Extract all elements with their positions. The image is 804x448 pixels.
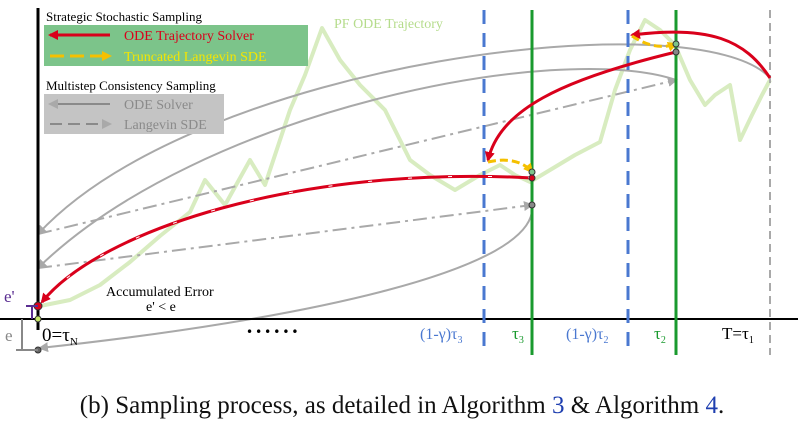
tau2-label: τ2 bbox=[654, 324, 666, 346]
legend-truncated-langevin-sde: Truncated Langevin SDE bbox=[124, 50, 267, 65]
point-tau3-red bbox=[528, 174, 536, 182]
one-minus-gamma-tau3-label: (1-γ)τ3 bbox=[420, 326, 462, 346]
legend-gray-box bbox=[44, 94, 224, 134]
caption-prefix: (b) Sampling process, as detailed in Alg… bbox=[79, 392, 552, 419]
legend-multistep-title: Multistep Consistency Sampling bbox=[46, 78, 216, 93]
red-trajectory-curve-1 bbox=[630, 29, 772, 79]
caption-middle: & Algorithm bbox=[564, 392, 706, 419]
algorithm-4-link[interactable]: 4 bbox=[705, 392, 718, 419]
red-trajectory-curve-3 bbox=[40, 174, 533, 304]
legend-ode-solver: ODE Solver bbox=[124, 98, 193, 113]
red-trajectory-dash-1 bbox=[41, 175, 533, 303]
T-label: T=τ1 bbox=[722, 324, 754, 346]
legend-langevin-sde: Langevin SDE bbox=[124, 118, 207, 133]
langevin-sde-line-2 bbox=[37, 201, 534, 269]
point-tau3-green bbox=[528, 168, 536, 176]
legend-green-box bbox=[44, 25, 308, 66]
point-tau2-green bbox=[672, 40, 680, 48]
error-compare-label: e' < e bbox=[146, 300, 176, 315]
point-tau2-gray bbox=[672, 48, 680, 56]
figure-caption: (b) Sampling process, as detailed in Alg… bbox=[0, 392, 804, 420]
red-trajectory-curve-2 bbox=[485, 50, 677, 162]
caption-suffix: . bbox=[717, 392, 725, 419]
langevin-sde-line-1 bbox=[37, 77, 678, 235]
origin-label: 0=τN bbox=[42, 325, 78, 348]
legend-ode-trajectory-solver: ODE Trajectory Solver bbox=[124, 29, 254, 44]
e-prime-label: e' bbox=[4, 287, 15, 306]
yellow-langevin-arrow-2 bbox=[487, 158, 534, 174]
e-label: e bbox=[5, 326, 13, 345]
algorithm-3-link[interactable]: 3 bbox=[551, 392, 565, 419]
pf-ode-trajectory-line bbox=[39, 18, 772, 308]
pf-ode-trajectory-label: PF ODE Trajectory bbox=[334, 17, 443, 32]
point-tau3-gray bbox=[528, 201, 536, 209]
point-origin-green bbox=[34, 315, 42, 323]
accumulated-error-label: Accumulated Error bbox=[106, 285, 214, 300]
axis-dots: •••••• bbox=[246, 325, 300, 339]
ode-solver-curve-3 bbox=[38, 204, 534, 353]
ode-solver-curve-1 bbox=[36, 43, 771, 236]
tau3-label: τ3 bbox=[512, 324, 524, 346]
legend-strategic-title: Strategic Stochastic Sampling bbox=[46, 9, 202, 24]
one-minus-gamma-tau2-label: (1-γ)τ2 bbox=[566, 326, 608, 346]
